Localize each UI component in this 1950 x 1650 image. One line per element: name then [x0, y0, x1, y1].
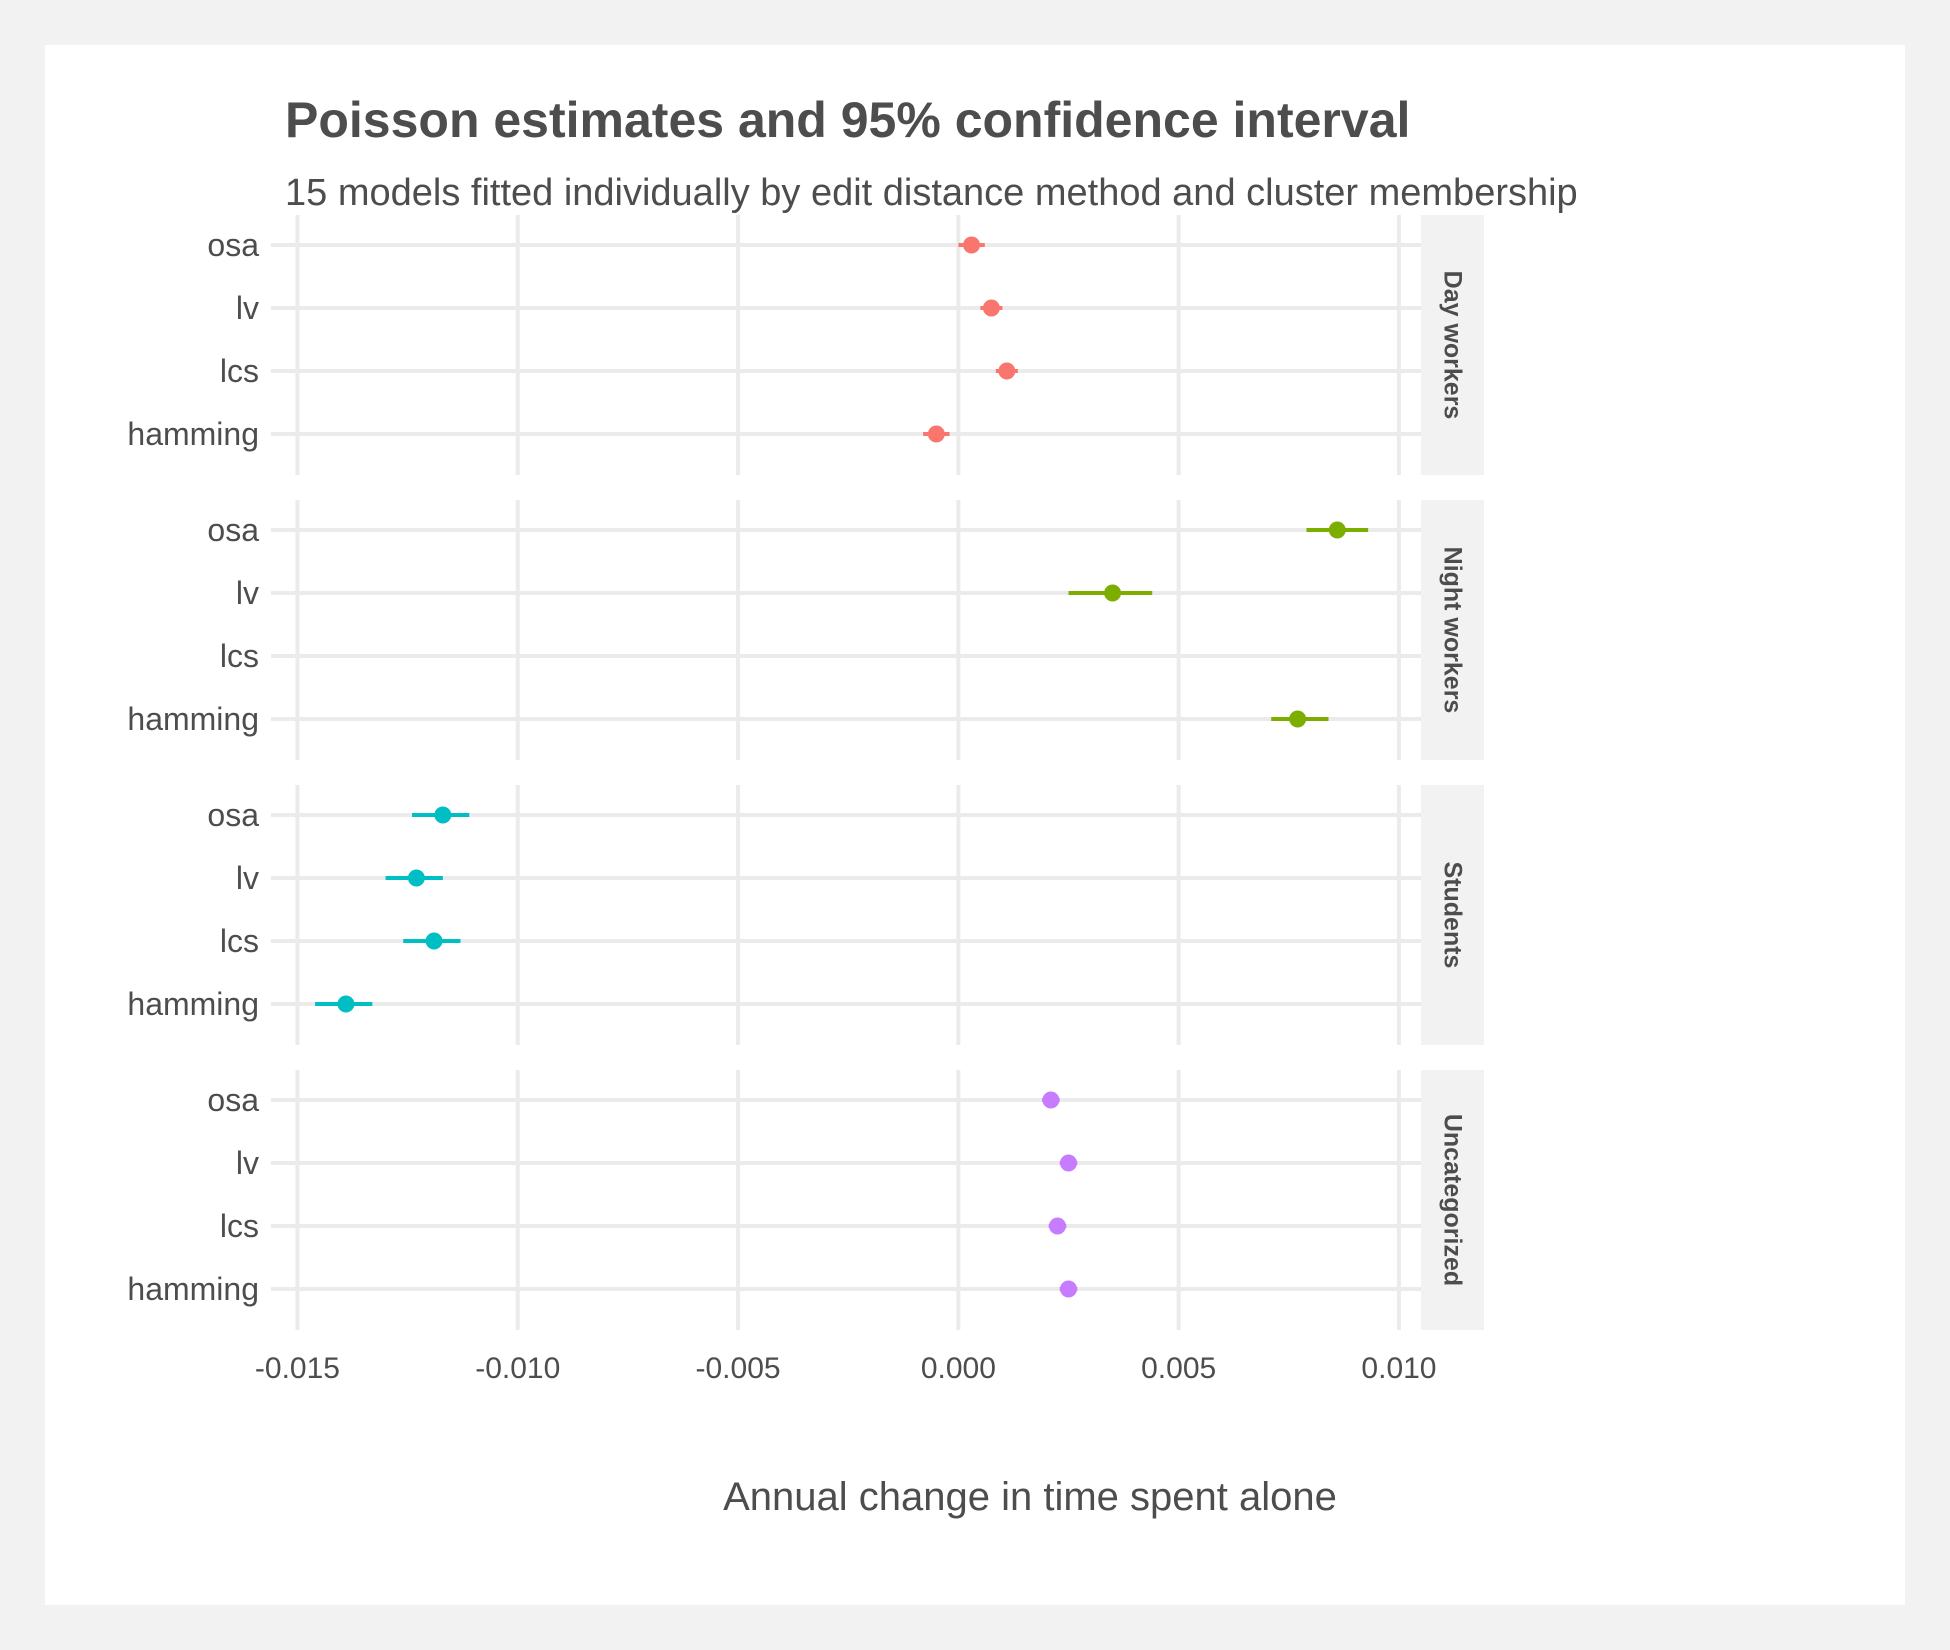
category-label-lcs: lcs	[220, 638, 259, 674]
category-label-osa: osa	[207, 512, 259, 548]
category-label-lcs: lcs	[220, 1208, 259, 1244]
facet-strip	[1421, 500, 1484, 760]
category-label-hamming: hamming	[127, 701, 259, 737]
forest-plot: Poisson estimates and 95% confidence int…	[127, 92, 1578, 1519]
x-tick-label: -0.015	[255, 1352, 340, 1385]
estimate-point-lcs	[1048, 1217, 1066, 1235]
estimate-point-osa	[963, 236, 981, 254]
estimate-point-hamming	[1060, 1280, 1078, 1298]
facet-night-workers: osa lv lcs hamming Night workers	[127, 500, 1484, 760]
x-tick-label: -0.005	[696, 1352, 781, 1385]
facet-strip-label: Uncategorized	[1439, 1114, 1467, 1286]
category-label-lcs: lcs	[220, 353, 259, 389]
chart-panel: Poisson estimates and 95% confidence int…	[45, 45, 1905, 1605]
facet-strip	[1421, 215, 1484, 475]
estimate-point-lv	[982, 299, 1000, 317]
estimate-point-hamming	[927, 425, 945, 443]
facet-strip-label: Students	[1439, 862, 1467, 969]
estimate-point-hamming	[1289, 710, 1307, 728]
estimate-point-osa	[434, 806, 452, 824]
category-label-hamming: hamming	[127, 1271, 259, 1307]
estimate-point-lcs	[425, 932, 443, 950]
category-label-hamming: hamming	[127, 986, 259, 1022]
x-axis-ticks: -0.015 -0.010 -0.005 0.000 0.005 0.010	[255, 1352, 1437, 1385]
category-label-lv: lv	[236, 575, 259, 611]
category-label-lv: lv	[236, 860, 259, 896]
estimate-point-lcs	[998, 362, 1016, 380]
x-tick-label: -0.010	[475, 1352, 560, 1385]
category-label-hamming: hamming	[127, 416, 259, 452]
x-tick-label: 0.010	[1361, 1352, 1436, 1385]
estimate-point-osa	[1042, 1091, 1060, 1109]
x-tick-label: 0.005	[1141, 1352, 1216, 1385]
estimate-point-lv	[1060, 1154, 1078, 1172]
category-label-lv: lv	[236, 1145, 259, 1181]
estimate-point-lv	[1104, 584, 1122, 602]
x-axis-title: Annual change in time spent alone	[723, 1475, 1337, 1519]
chart-subtitle: 15 models fitted individually by edit di…	[285, 172, 1578, 214]
estimate-point-lv	[407, 869, 425, 887]
facet-strip	[1421, 1070, 1484, 1330]
estimate-point-hamming	[337, 995, 355, 1013]
facet-strip-label: Day workers	[1439, 271, 1467, 420]
category-label-osa: osa	[207, 1082, 259, 1118]
facet-students: osa lv lcs hamming Students	[127, 785, 1484, 1045]
facets-layer: osa lv lcs hamming Day workers osa lv lcs hammin…	[127, 215, 1484, 1330]
category-label-osa: osa	[207, 797, 259, 833]
facet-day-workers: osa lv lcs hamming Day workers	[127, 215, 1484, 475]
estimate-point-osa	[1328, 521, 1346, 539]
category-label-lcs: lcs	[220, 923, 259, 959]
facet-uncategorized: osa lv lcs hamming Uncategorized	[127, 1070, 1484, 1330]
chart-title: Poisson estimates and 95% confidence int…	[285, 92, 1410, 148]
facet-strip	[1421, 785, 1484, 1045]
facet-strip-label: Night workers	[1439, 547, 1467, 714]
category-label-lv: lv	[236, 290, 259, 326]
category-label-osa: osa	[207, 227, 259, 263]
x-tick-label: 0.000	[921, 1352, 996, 1385]
